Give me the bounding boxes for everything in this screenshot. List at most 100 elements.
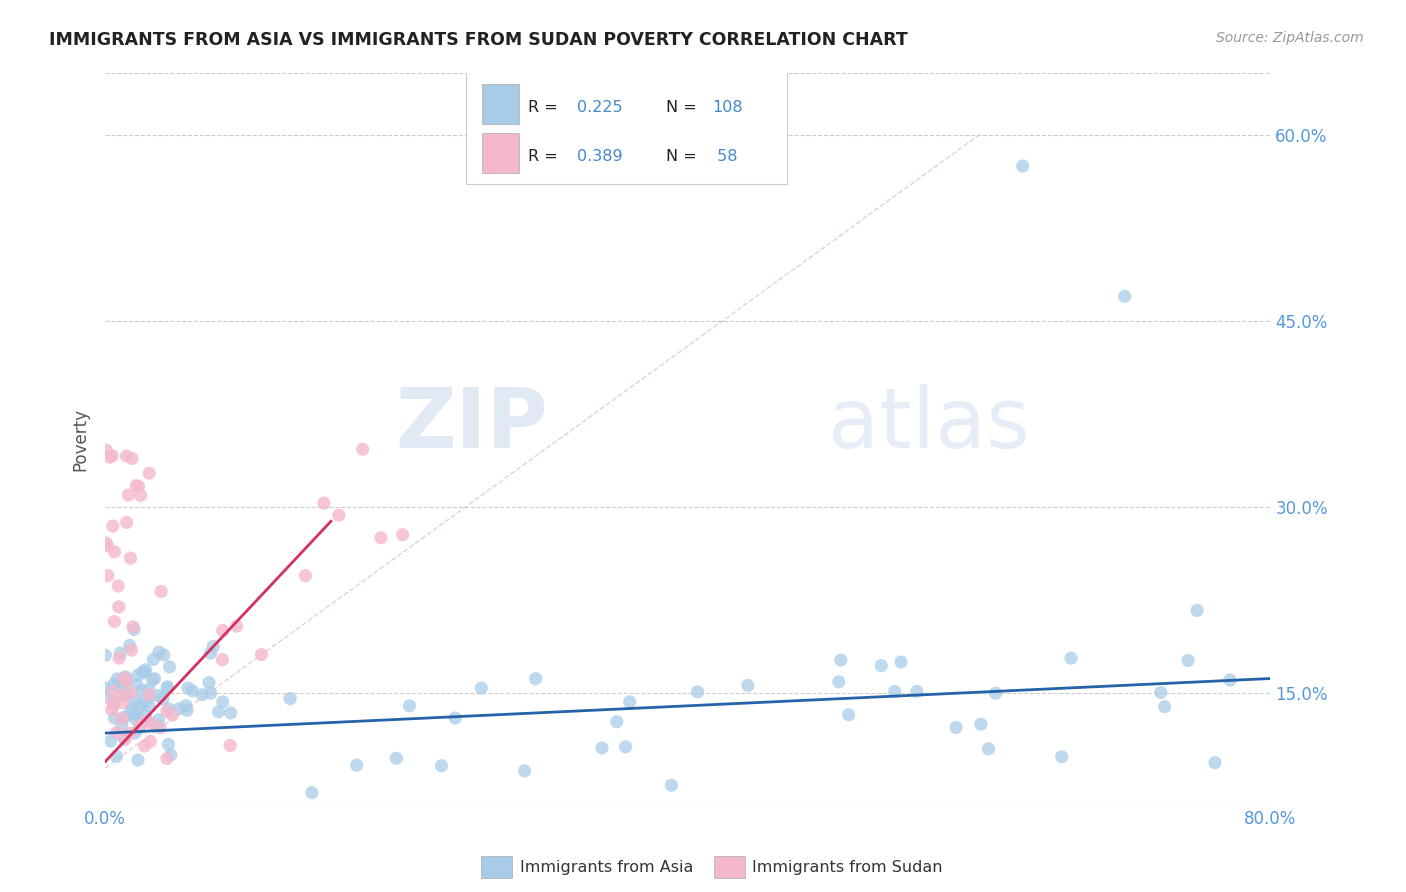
Point <box>103 615 125 629</box>
Point <box>385 751 408 765</box>
Point <box>606 714 628 729</box>
Point <box>134 739 156 753</box>
Point <box>128 479 150 493</box>
Point <box>117 488 139 502</box>
Point <box>120 685 142 699</box>
Point <box>111 719 134 733</box>
Point <box>301 786 323 800</box>
Point <box>945 721 967 735</box>
Point <box>132 695 155 709</box>
Point <box>107 579 129 593</box>
Bar <box>482 133 519 173</box>
Point <box>984 686 1007 700</box>
Point <box>619 695 641 709</box>
Point <box>131 665 153 679</box>
Point <box>110 675 132 690</box>
Point <box>211 695 233 709</box>
Point <box>115 687 138 701</box>
Point <box>96 536 118 550</box>
Point <box>111 681 134 695</box>
Point <box>103 711 125 725</box>
Point <box>129 488 152 502</box>
Point <box>1204 756 1226 770</box>
Point <box>1219 673 1241 687</box>
Point <box>152 648 174 662</box>
Point <box>883 684 905 698</box>
Point <box>115 449 138 463</box>
Point <box>114 732 136 747</box>
Point <box>513 764 536 778</box>
Point <box>1150 685 1173 699</box>
Bar <box>482 84 519 124</box>
Point <box>114 670 136 684</box>
Point <box>111 711 134 725</box>
Point <box>138 699 160 714</box>
Point <box>1011 159 1033 173</box>
Point <box>211 653 233 667</box>
Point <box>115 673 138 688</box>
Point <box>97 568 120 582</box>
Point <box>121 701 143 715</box>
Point <box>124 726 146 740</box>
Point <box>148 645 170 659</box>
Point <box>122 623 145 637</box>
Text: Immigrants from Sudan: Immigrants from Sudan <box>752 860 942 874</box>
Point <box>135 714 157 729</box>
Point <box>470 681 492 695</box>
Point <box>118 639 141 653</box>
Point <box>108 646 131 660</box>
Point <box>1185 603 1208 617</box>
Point <box>103 677 125 691</box>
Point <box>101 449 124 463</box>
Point <box>150 584 173 599</box>
Point <box>149 721 172 735</box>
Point <box>159 747 181 762</box>
Point <box>828 674 851 689</box>
Point <box>138 688 160 702</box>
Point <box>162 708 184 723</box>
Point <box>107 599 129 614</box>
Text: Immigrants from Asia: Immigrants from Asia <box>520 860 693 874</box>
Point <box>661 778 683 792</box>
Point <box>200 646 222 660</box>
Point <box>838 707 860 722</box>
Point <box>112 689 135 703</box>
Point <box>101 519 124 533</box>
Bar <box>714 856 745 878</box>
Point <box>114 671 136 685</box>
Point <box>176 703 198 717</box>
Point <box>120 551 142 566</box>
Point <box>294 568 316 582</box>
Point <box>524 672 547 686</box>
Point <box>169 701 191 715</box>
Point <box>830 653 852 667</box>
Point <box>157 738 180 752</box>
Text: R =: R = <box>529 100 562 115</box>
Text: 58: 58 <box>713 149 738 164</box>
Point <box>370 531 392 545</box>
Point <box>103 545 125 559</box>
Point <box>96 443 118 458</box>
Point <box>444 711 467 725</box>
Point <box>156 681 179 696</box>
Point <box>127 753 149 767</box>
Point <box>108 651 131 665</box>
Point <box>191 688 214 702</box>
Point <box>105 749 128 764</box>
Point <box>125 677 148 691</box>
Text: 0.389: 0.389 <box>576 149 623 164</box>
Point <box>94 648 117 663</box>
Point <box>128 721 150 735</box>
Point <box>114 710 136 724</box>
Point <box>124 693 146 707</box>
Point <box>312 496 335 510</box>
Point <box>103 694 125 708</box>
Point <box>686 685 709 699</box>
Point <box>122 620 145 634</box>
Point <box>152 692 174 706</box>
Point <box>328 508 350 523</box>
Point <box>391 527 413 541</box>
FancyBboxPatch shape <box>467 70 787 185</box>
Point <box>122 707 145 722</box>
Text: 108: 108 <box>713 100 742 115</box>
